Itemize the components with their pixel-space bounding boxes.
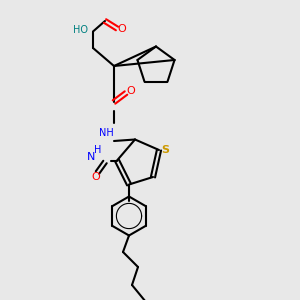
Text: HO: HO: [74, 25, 88, 35]
Text: S: S: [161, 145, 169, 155]
Text: O: O: [92, 172, 100, 182]
Text: O: O: [126, 86, 135, 97]
Text: O: O: [117, 23, 126, 34]
Text: N: N: [87, 152, 96, 163]
Text: H: H: [94, 145, 101, 155]
Text: NH: NH: [99, 128, 114, 139]
